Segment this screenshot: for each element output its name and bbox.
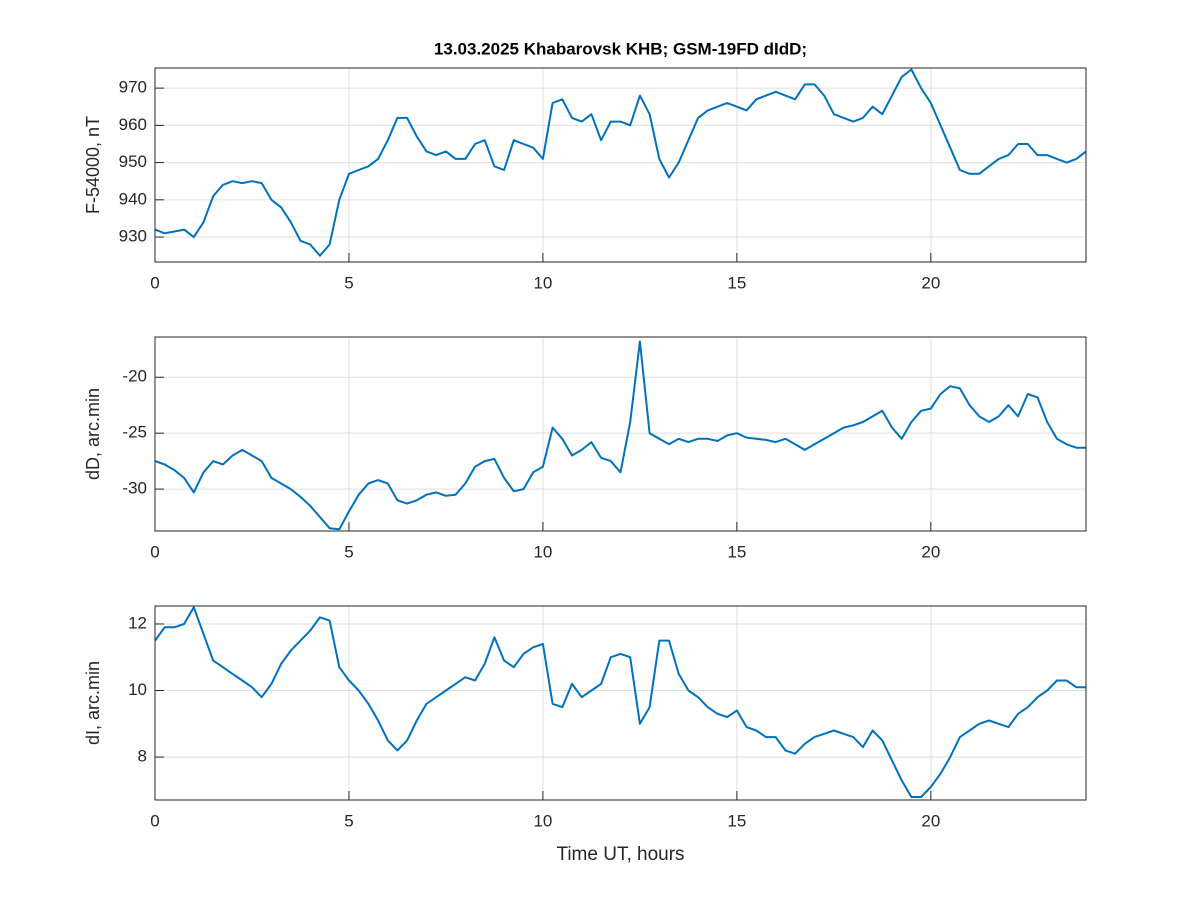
y-axis-label: F-54000, nT — [83, 116, 103, 214]
x-tick-label: 15 — [727, 273, 746, 292]
x-tick-label: 0 — [150, 273, 159, 292]
y-tick-label: -20 — [122, 367, 147, 386]
y-tick-label: 970 — [119, 78, 147, 97]
chart-title: 13.03.2025 Khabarovsk KHB; GSM-19FD dIdD… — [434, 39, 807, 58]
x-axis-label: Time UT, hours — [556, 844, 684, 865]
x-tick-label: 0 — [150, 811, 159, 830]
axes-frame — [154, 336, 1087, 532]
x-tick-label: 20 — [921, 542, 940, 561]
axes-frame — [154, 67, 1087, 263]
y-tick-label: 10 — [128, 680, 147, 699]
y-tick-label: 8 — [138, 747, 147, 766]
y-tick-label: -25 — [122, 423, 147, 442]
x-tick-label: 15 — [727, 542, 746, 561]
y-tick-label: 960 — [119, 115, 147, 134]
axes-background — [155, 337, 1086, 531]
x-tick-label: 5 — [344, 273, 353, 292]
y-tick-label: -30 — [122, 479, 147, 498]
data-line — [154, 606, 1086, 798]
y-tick-label: 12 — [128, 613, 147, 632]
y-tick-label: 930 — [119, 227, 147, 246]
y-tick-label: 940 — [119, 189, 147, 208]
y-tick-label: 950 — [119, 152, 147, 171]
y-axis-label: dD, arc.min — [83, 388, 103, 480]
x-tick-label: 5 — [344, 811, 353, 830]
axes-background — [155, 68, 1086, 262]
x-tick-label: 0 — [150, 542, 159, 561]
x-tick-label: 10 — [533, 542, 552, 561]
axes-frame — [154, 605, 1087, 801]
x-tick-label: 10 — [533, 811, 552, 830]
data-line — [154, 340, 1086, 531]
axes-background — [155, 606, 1086, 800]
x-tick-label: 15 — [727, 811, 746, 830]
x-tick-label: 20 — [921, 811, 940, 830]
y-axis-label: dI, arc.min — [83, 661, 103, 745]
x-tick-label: 5 — [344, 542, 353, 561]
x-tick-label: 10 — [533, 273, 552, 292]
x-tick-label: 20 — [921, 273, 940, 292]
data-line — [154, 68, 1087, 257]
